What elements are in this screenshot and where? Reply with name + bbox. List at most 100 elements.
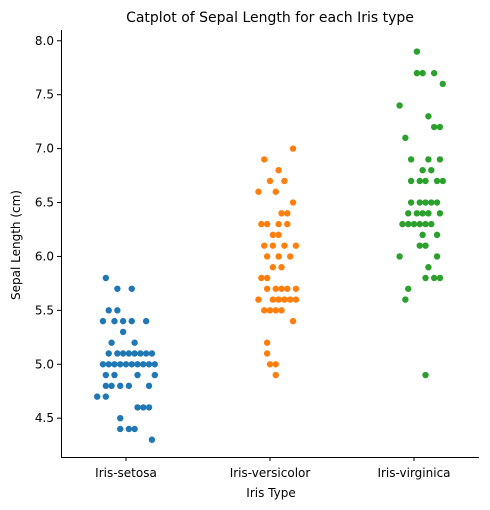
data-point-iris-setosa xyxy=(111,317,118,325)
data-point-iris-setosa xyxy=(117,382,124,390)
y-tick-label: 6.5 xyxy=(35,196,54,210)
data-point-iris-versicolor xyxy=(261,156,268,163)
data-point-iris-virginica xyxy=(405,210,412,217)
data-point-iris-setosa xyxy=(151,361,158,368)
data-point-iris-setosa xyxy=(151,371,158,379)
data-point-iris-setosa xyxy=(128,361,135,368)
data-point-iris-virginica xyxy=(413,210,421,217)
y-tick-label: 6.0 xyxy=(35,249,54,263)
data-point-iris-virginica xyxy=(407,156,415,163)
data-point-iris-versicolor xyxy=(292,285,300,292)
data-point-iris-virginica xyxy=(422,242,429,249)
data-point-iris-setosa xyxy=(117,425,124,433)
data-point-iris-versicolor xyxy=(263,274,271,282)
data-point-iris-setosa xyxy=(108,382,115,390)
data-point-iris-setosa xyxy=(99,317,107,325)
y-tick-label: 4.5 xyxy=(35,411,54,425)
data-point-iris-setosa xyxy=(145,361,153,368)
data-point-iris-virginica xyxy=(416,242,423,249)
data-point-iris-virginica xyxy=(422,371,429,379)
data-point-iris-setosa xyxy=(125,350,133,357)
data-point-iris-setosa xyxy=(114,307,121,314)
data-point-iris-virginica xyxy=(416,177,423,185)
data-point-iris-virginica xyxy=(407,177,415,185)
data-point-iris-setosa xyxy=(134,361,141,368)
data-point-iris-versicolor xyxy=(292,296,300,303)
y-tick-label: 5.0 xyxy=(35,357,54,371)
data-point-iris-setosa xyxy=(105,350,112,357)
data-point-iris-setosa xyxy=(111,361,118,368)
data-point-iris-versicolor xyxy=(258,274,265,282)
data-point-iris-setosa xyxy=(102,274,110,282)
data-point-iris-setosa xyxy=(94,393,101,400)
data-points-layer xyxy=(94,48,446,443)
data-point-iris-virginica xyxy=(422,274,429,282)
data-point-iris-versicolor xyxy=(292,242,300,249)
data-point-iris-virginica xyxy=(436,274,444,282)
data-point-iris-setosa xyxy=(125,425,133,433)
data-point-iris-virginica xyxy=(433,177,441,185)
y-axis-label: Sepal Length (cm) xyxy=(9,190,23,300)
data-point-iris-versicolor xyxy=(269,231,277,239)
data-point-iris-virginica xyxy=(430,123,438,131)
data-point-iris-virginica xyxy=(413,69,421,77)
data-point-iris-versicolor xyxy=(269,242,277,249)
data-point-iris-versicolor xyxy=(286,296,294,303)
data-point-iris-setosa xyxy=(108,339,115,346)
data-point-iris-setosa xyxy=(117,414,124,422)
x-tick-label-iris-setosa: Iris-setosa xyxy=(95,466,157,480)
data-point-iris-virginica xyxy=(410,220,418,228)
data-point-iris-setosa xyxy=(111,371,118,379)
data-point-iris-setosa xyxy=(119,350,127,357)
data-point-iris-versicolor xyxy=(255,296,262,303)
data-point-iris-setosa xyxy=(114,285,121,292)
data-point-iris-virginica xyxy=(425,210,432,217)
data-point-iris-virginica xyxy=(422,220,429,228)
data-point-iris-versicolor xyxy=(289,199,297,206)
data-point-iris-setosa xyxy=(102,393,110,400)
data-point-iris-virginica xyxy=(416,199,423,206)
series-iris-versicolor xyxy=(255,145,300,379)
x-axis-ticks: Iris-setosa Iris-versicolor Iris-virginica xyxy=(95,457,451,480)
data-point-iris-setosa xyxy=(102,371,110,379)
data-point-iris-virginica xyxy=(425,156,432,163)
data-point-iris-virginica xyxy=(428,199,435,206)
data-point-iris-setosa xyxy=(99,361,107,368)
data-point-iris-versicolor xyxy=(275,253,282,260)
data-point-iris-virginica xyxy=(425,264,432,271)
series-iris-setosa xyxy=(94,274,158,443)
data-point-iris-versicolor xyxy=(278,307,285,314)
data-point-iris-virginica xyxy=(433,199,441,206)
data-point-iris-setosa xyxy=(148,436,156,443)
data-point-iris-versicolor xyxy=(275,166,282,174)
data-point-iris-versicolor xyxy=(272,371,279,379)
y-tick-label: 5.5 xyxy=(35,303,54,317)
data-point-iris-versicolor xyxy=(269,264,277,271)
data-point-iris-setosa xyxy=(148,350,156,357)
data-point-iris-versicolor xyxy=(278,210,285,217)
data-point-iris-virginica xyxy=(428,220,435,228)
data-point-iris-versicolor xyxy=(263,220,271,228)
data-point-iris-virginica xyxy=(436,210,444,217)
data-point-iris-virginica xyxy=(433,231,441,239)
data-point-iris-virginica xyxy=(419,231,426,239)
data-point-iris-virginica xyxy=(433,253,441,260)
data-point-iris-setosa xyxy=(105,307,112,314)
data-point-iris-setosa xyxy=(140,404,147,411)
data-point-iris-setosa xyxy=(131,425,138,433)
data-point-iris-versicolor xyxy=(278,264,285,271)
data-point-iris-versicolor xyxy=(281,177,288,185)
x-axis-label: Iris Type xyxy=(246,486,295,500)
x-tick-label-iris-virginica: Iris-virginica xyxy=(377,466,450,480)
data-point-iris-versicolor xyxy=(289,317,297,325)
data-point-iris-setosa xyxy=(137,350,144,357)
data-point-iris-virginica xyxy=(436,123,444,131)
data-point-iris-versicolor xyxy=(278,285,285,292)
data-point-iris-versicolor xyxy=(266,177,274,185)
data-point-iris-setosa xyxy=(145,404,153,411)
data-point-iris-virginica xyxy=(419,210,426,217)
data-point-iris-virginica xyxy=(416,220,423,228)
y-tick-label: 8.0 xyxy=(35,34,54,48)
data-point-iris-virginica xyxy=(439,177,446,185)
